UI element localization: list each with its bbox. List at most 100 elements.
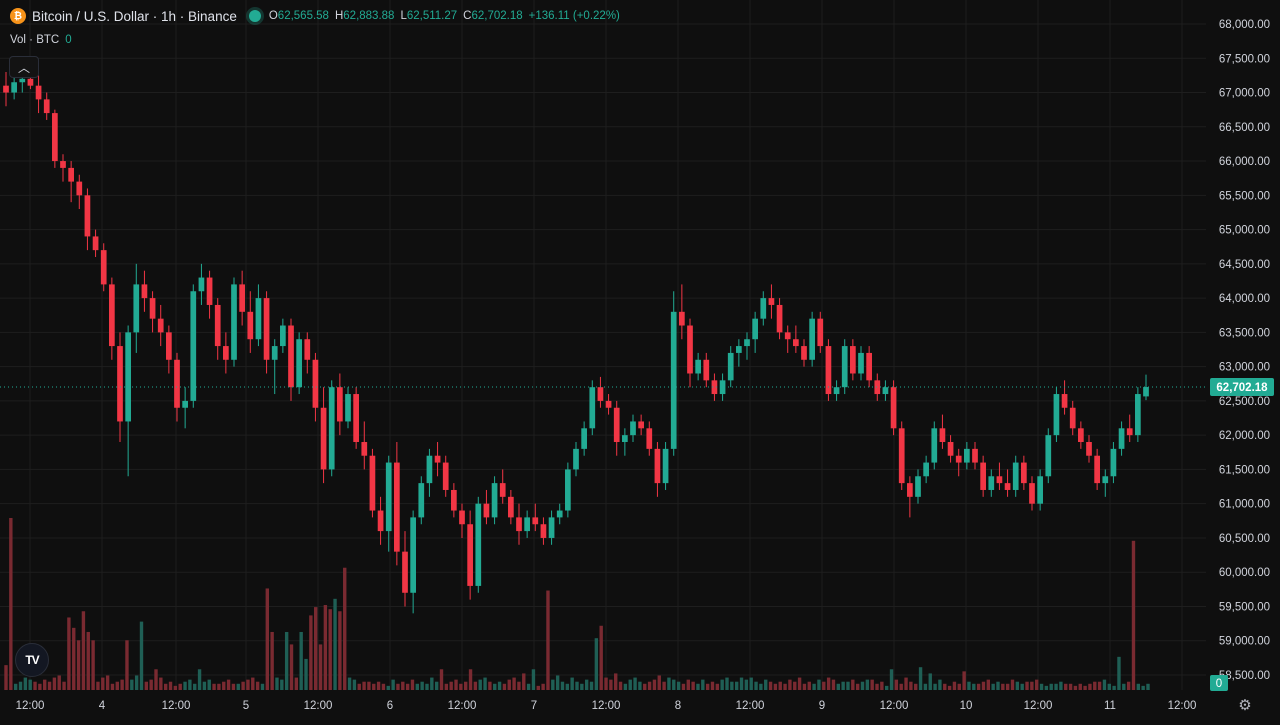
volume-bar (149, 679, 153, 690)
candle-body (955, 455, 962, 463)
time-tick-label: 4 (99, 700, 106, 712)
volume-bar (120, 679, 124, 690)
high-label: H (334, 10, 344, 22)
volume-bar (1049, 683, 1053, 690)
volume-bar (304, 658, 308, 690)
volume-bar (444, 683, 449, 690)
price-tick-label: 63,000.00 (1219, 362, 1270, 374)
candle-body (377, 510, 384, 532)
volume-bar (560, 681, 565, 690)
candle-body (1021, 462, 1027, 484)
candle-body (760, 298, 767, 319)
collapse-legend-button[interactable]: ︿ (9, 56, 39, 78)
price-tick-label: 62,000.00 (1219, 430, 1270, 442)
candle-body (247, 311, 254, 340)
volume-bar (667, 677, 671, 690)
candle-body (907, 483, 913, 497)
candle-body (328, 387, 335, 470)
volume-bar (260, 683, 265, 690)
volume-bar (381, 683, 386, 690)
volume-bar (865, 679, 870, 690)
candle-body (84, 195, 91, 237)
candle-body (670, 311, 677, 449)
volume-bar (522, 673, 526, 690)
time-tick-label: 8 (675, 700, 681, 712)
volume-legend-value: 0 (65, 34, 72, 46)
candle-body (939, 428, 946, 443)
time-axis[interactable]: 12:00 4 12:00 5 12:00 6 12:00 7 12:00 8 12:00 9 12:0… (16, 700, 1197, 712)
candle-body (166, 332, 172, 360)
volume-bar (720, 679, 724, 690)
volume-bar (163, 683, 168, 690)
candle-body (524, 517, 530, 532)
time-tick-label: 10 (960, 700, 973, 712)
volume-bar (546, 590, 550, 690)
volume-bar (23, 677, 28, 690)
volume-bar (1131, 540, 1136, 690)
volume-bar (1146, 683, 1150, 690)
candle-body (1110, 448, 1117, 477)
volume-bar (1030, 681, 1034, 690)
candle-body (882, 387, 889, 395)
volume-bar (101, 677, 105, 690)
grid-lines (0, 0, 1206, 690)
market-status-icon[interactable] (248, 10, 261, 22)
candle-body (451, 489, 457, 511)
candle-body (898, 428, 905, 484)
volume-bar (851, 679, 855, 690)
volume-bar (386, 685, 390, 690)
volume-legend[interactable]: Vol · BTC 0 (10, 34, 72, 46)
volume-bar (1136, 683, 1141, 690)
volume-bar (981, 681, 986, 690)
volume-bar (178, 683, 182, 690)
candle-body (858, 352, 864, 374)
candle-body (801, 346, 807, 360)
volume-bar (468, 669, 473, 690)
volume-bar (623, 683, 628, 690)
candle-body (1037, 476, 1043, 504)
candle-body (475, 503, 482, 586)
volume-bar (628, 679, 632, 690)
volume-bar (686, 679, 690, 690)
candle-body (695, 359, 701, 374)
volume-bar (715, 683, 720, 690)
volume-bar (236, 683, 240, 690)
volume-bar (91, 640, 95, 690)
candles (3, 68, 1149, 614)
candle-body (402, 551, 408, 593)
volume-bar (923, 683, 928, 690)
candle-body (182, 400, 188, 408)
price-axis[interactable]: 68,000.00 67,500.00 67,000.00 66,500.00 66,0… (1219, 19, 1270, 682)
volume-bar (933, 683, 937, 690)
low-label: L (400, 10, 407, 22)
symbol-title[interactable]: Bitcoin / U.S. Dollar · 1h · Binance (32, 8, 237, 24)
volume-bar (415, 683, 420, 690)
volume-bar (425, 683, 429, 690)
volume-bar (226, 679, 231, 690)
volume-bar (18, 681, 23, 690)
volume-bar (299, 631, 303, 690)
volume-bar (183, 681, 187, 690)
volume-bar (778, 681, 782, 690)
volume-bar (749, 677, 753, 690)
symbol-legend[interactable]: ₿ Bitcoin / U.S. Dollar · 1h · Binance O… (10, 8, 620, 24)
volume-bar (168, 681, 173, 690)
volume-bar (405, 683, 410, 690)
candle-body (654, 448, 661, 484)
volume-bar (459, 683, 463, 690)
volume-bar (502, 683, 507, 690)
tradingview-logo[interactable]: TV (15, 643, 49, 677)
volume-bar (110, 683, 115, 690)
volume-bar (1112, 685, 1116, 690)
volume-bar (860, 681, 865, 690)
volume-bar (609, 679, 613, 690)
volume-bar (691, 681, 695, 690)
volume-bar (647, 681, 652, 690)
volume-bar (72, 627, 76, 690)
gear-icon[interactable]: ⚙ (1238, 697, 1252, 714)
volume-bar (1059, 681, 1063, 690)
candle-body (947, 442, 954, 456)
volume-bar (57, 675, 61, 690)
